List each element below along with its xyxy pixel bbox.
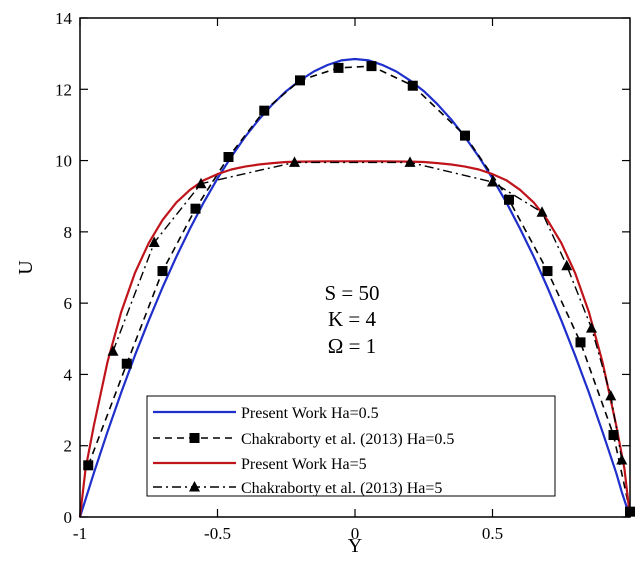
square-marker — [608, 430, 619, 441]
x-tick-label: -1 — [73, 524, 87, 543]
legend-entry-chakraborty-ha5: Chakraborty et al. (2013) Ha=5 — [241, 480, 442, 497]
y-tick-label: 10 — [55, 152, 72, 171]
triangle-marker — [404, 156, 416, 167]
triangle-marker — [289, 156, 300, 167]
x-tick-label: 0.5 — [482, 524, 503, 543]
series-line-1 — [87, 65, 631, 512]
x-tick-label: 0 — [351, 524, 360, 543]
legend-entry-chakraborty-ha05: Chakraborty et al. (2013) Ha=0.5 — [241, 431, 454, 448]
y-tick-label: 8 — [64, 223, 73, 242]
square-marker — [575, 337, 586, 348]
triangle-marker — [616, 453, 628, 465]
square-marker — [157, 266, 168, 277]
square-marker — [259, 105, 270, 116]
triangle-marker — [561, 259, 573, 271]
square-marker — [542, 266, 553, 277]
annotation-s: S = 50 — [324, 281, 379, 305]
legend-entry-present-ha5: Present Work Ha=5 — [241, 456, 367, 473]
y-tick-label: 14 — [55, 9, 73, 28]
triangle-marker — [605, 389, 617, 401]
y-tick-label: 2 — [64, 437, 73, 456]
x-tick-label: -0.5 — [204, 524, 231, 543]
square-marker — [83, 460, 94, 471]
y-axis-label: U — [15, 260, 37, 275]
square-marker — [366, 61, 377, 72]
triangle-marker — [586, 322, 597, 333]
annotation-omega: Ω = 1 — [328, 334, 376, 358]
legend-entry-present-ha05: Present Work Ha=0.5 — [241, 405, 379, 422]
triangle-marker — [107, 345, 119, 356]
annotation-k: K = 4 — [328, 307, 377, 331]
square-marker — [190, 203, 201, 214]
legend: Present Work Ha=0.5 Chakraborty et al. (… — [146, 395, 556, 497]
y-tick-label: 12 — [55, 80, 72, 99]
series-line-3 — [112, 161, 623, 461]
triangle-marker — [148, 236, 160, 248]
square-marker — [407, 80, 418, 91]
square-marker — [121, 358, 132, 369]
square-marker — [295, 75, 305, 86]
legend-triangle-marker — [189, 481, 200, 492]
series-line-2 — [78, 160, 632, 518]
y-tick-label: 4 — [64, 365, 73, 384]
y-tick-label: 0 — [64, 508, 73, 527]
y-tick-label: 6 — [64, 294, 73, 313]
square-marker — [223, 152, 234, 163]
plot-marks — [78, 57, 635, 518]
triangle-marker — [536, 206, 548, 217]
triangle-marker — [195, 177, 207, 189]
series-line-0 — [78, 57, 632, 518]
legend-square-marker — [189, 433, 200, 443]
square-marker — [333, 62, 344, 73]
square-marker — [504, 194, 514, 205]
square-marker — [460, 130, 470, 141]
axis-ticks: -1 -0.5 0 0.5 0 2 4 6 8 10 12 14 — [55, 9, 630, 543]
triangle-marker — [487, 175, 498, 187]
x-axis-label: Y — [348, 535, 362, 557]
legend-samples — [153, 410, 236, 492]
